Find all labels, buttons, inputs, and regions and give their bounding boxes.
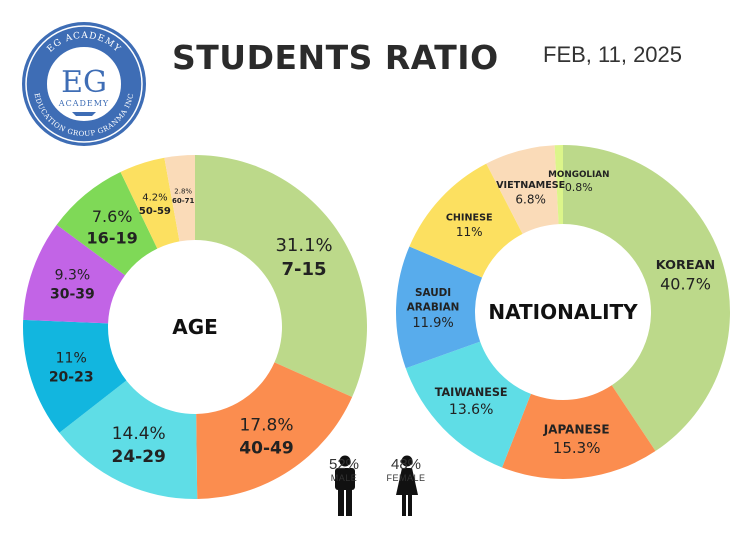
- slice-pct-50-59: 4.2%: [142, 192, 167, 203]
- slice-16-19: [56, 171, 158, 276]
- slice-50-59: [120, 157, 180, 249]
- female-percent: 48%: [390, 456, 422, 473]
- slice-20-23: [23, 319, 127, 433]
- nationality-donut-chart: KOREAN 40.7% JAPANESE 15.3% TAIWANESE 13.6% SA…: [396, 145, 730, 480]
- slice-60-71: [164, 155, 195, 242]
- slice-label-60-71: 60-71: [172, 197, 195, 205]
- slice-pct-40-49: 17.8%: [239, 415, 293, 435]
- logo-sub-text: ACADEMY: [58, 99, 109, 108]
- slice-vietnamese: [486, 145, 559, 234]
- slice-label-saudi-arabian: ARABIAN: [407, 301, 460, 313]
- slice-label-saudi-arabian: SAUDI: [415, 287, 451, 299]
- slice-pct-20-23: 11%: [56, 350, 87, 366]
- donut-center-label: NATIONALITY: [488, 300, 638, 324]
- slice-pct-korean: 40.7%: [660, 275, 711, 294]
- slice-label-20-23: 20-23: [49, 369, 94, 385]
- slice-japanese: [502, 385, 656, 480]
- slice-pct-japanese: 15.3%: [553, 439, 601, 457]
- slice-chinese: [409, 163, 523, 278]
- slice-label-mongolian: MONGOLIAN: [548, 170, 609, 180]
- slice-taiwanese: [405, 341, 531, 468]
- slice-pct-vietnamese: 6.8%: [515, 192, 546, 206]
- slice-label-16-19: 16-19: [87, 229, 138, 248]
- page-title: STUDENTS RATIO: [172, 38, 499, 77]
- logo-monogram: EG: [61, 65, 107, 100]
- slice-label-50-59: 50-59: [139, 206, 171, 217]
- slice-40-49: [196, 362, 353, 499]
- slice-pct-30-39: 9.3%: [55, 268, 91, 284]
- slice-24-29: [59, 380, 198, 500]
- eg-academy-logo: EG ACADEMY EDUCATION GROUP GRANMA INC EG…: [22, 22, 146, 146]
- slice-mongolian: [554, 145, 563, 225]
- slice-label-40-49: 40-49: [239, 438, 293, 458]
- slice-korean: [563, 145, 730, 452]
- slice-30-39: [23, 224, 126, 324]
- slice-pct-chinese: 11%: [456, 225, 483, 239]
- slice-pct-60-71: 2.8%: [174, 187, 192, 195]
- slice-pct-24-29: 14.4%: [112, 424, 166, 444]
- slice-label-chinese: CHINESE: [446, 212, 493, 223]
- male-percent: 52%: [328, 456, 360, 473]
- slice-label-24-29: 24-29: [112, 447, 166, 467]
- age-donut-chart: 31.1% 7-15 17.8% 40-49 14.4% 24-29 11% 20-23 9.3…: [23, 155, 368, 500]
- slice-pct-mongolian: 0.8%: [565, 181, 593, 194]
- slice-pct-saudi-arabian: 11.9%: [412, 316, 453, 331]
- male-icon: [335, 455, 355, 516]
- female-stat: 48% FEMALE: [376, 456, 436, 483]
- slice-label-30-39: 30-39: [50, 286, 95, 302]
- donut-center-label: AGE: [172, 315, 218, 339]
- female-icon: [396, 455, 418, 516]
- slice-7-15: [195, 155, 368, 397]
- slice-label-korean: KOREAN: [656, 258, 715, 273]
- slice-label-7-15: 7-15: [282, 259, 327, 280]
- male-stat: 52% MALE: [314, 456, 374, 483]
- male-label: MALE: [330, 473, 358, 483]
- slice-pct-7-15: 31.1%: [275, 235, 332, 256]
- ship-icon: [72, 112, 96, 116]
- report-date: FEB, 11, 2025: [543, 42, 683, 67]
- slice-pct-taiwanese: 13.6%: [449, 402, 493, 418]
- slice-saudi-arabian: [396, 246, 483, 369]
- slice-label-vietnamese: VIETNAMESE: [496, 180, 565, 191]
- female-label: FEMALE: [386, 473, 426, 483]
- slice-pct-16-19: 7.6%: [92, 207, 133, 226]
- slice-label-japanese: JAPANESE: [543, 423, 610, 437]
- slice-label-taiwanese: TAIWANESE: [435, 386, 508, 399]
